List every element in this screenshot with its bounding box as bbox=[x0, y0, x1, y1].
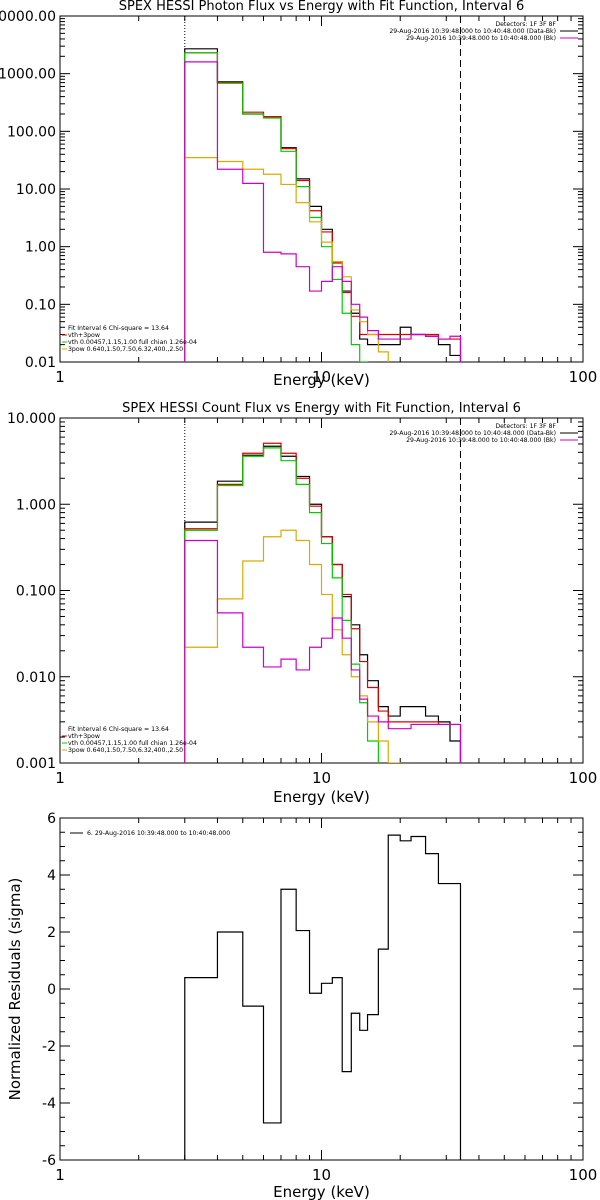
series-5-line bbox=[184, 61, 462, 362]
y-tick-label: 1000.00 bbox=[0, 67, 56, 83]
legend-bottom-left-entry: vth 0.00457,1.15,1.00 full chian 1.26e-0… bbox=[68, 740, 197, 747]
y-tick-label: 10000.00 bbox=[0, 9, 56, 25]
chart-panel-2: 1 10 100 0.001 0.010 0.100 1.000 10.000 SPEX HES… bbox=[7, 401, 598, 806]
y-tick-label: 4 bbox=[47, 868, 56, 884]
legend-bottom-left-entry: 3pow 0.640,1.50,7.50,6.32,400.,2.50 bbox=[68, 346, 183, 353]
series-3-line bbox=[184, 52, 369, 362]
y-tick-label: 100.00 bbox=[7, 124, 56, 140]
legend-bottom-left-entry: vth 0.00457,1.15,1.00 full chian 1.26e-0… bbox=[68, 339, 197, 346]
plot-frame bbox=[59, 15, 584, 363]
x-tick-label: 100 bbox=[569, 368, 598, 386]
legend-top-left-entry: 6. 29-Aug-2016 10:39:48.000 to 10:40:48.… bbox=[87, 830, 230, 837]
x-axis-label: Energy (keV) bbox=[273, 371, 370, 389]
y-tick-label: 10.000 bbox=[7, 411, 56, 427]
series-3-line bbox=[184, 447, 379, 763]
x-tick-label: 10 bbox=[312, 769, 331, 787]
y-tick-label: 0 bbox=[47, 982, 56, 998]
legend-top-right-entry: Detectors: 1F 3F 8F bbox=[495, 21, 556, 28]
x-tick-label: 10 bbox=[312, 368, 331, 386]
legend-bottom-left-entry: 3pow 0.640,1.50,7.50,6.32,400.,2.50 bbox=[68, 747, 183, 754]
legend-top-right-entry: Detectors: 1F 3F 8F bbox=[495, 423, 556, 430]
y-tick-label: 0.01 bbox=[25, 355, 56, 371]
y-tick-label: 6 bbox=[47, 811, 56, 827]
y-tick-label: 0.10 bbox=[25, 297, 56, 313]
series-2-line bbox=[184, 52, 462, 362]
series-2-line bbox=[184, 442, 462, 763]
chart-panel-1: 1 10 100 0.01 0.10 1.00 10.00 100.00 1000.00 1000… bbox=[0, 0, 598, 389]
y-tick-label: 0.010 bbox=[16, 670, 56, 686]
y-tick-label: 1.000 bbox=[16, 497, 56, 513]
legend-top-right-entry: 29-Aug-2016 10:39:48.000 to 10:40:48.000… bbox=[389, 430, 556, 437]
series-1-line bbox=[184, 445, 462, 763]
legend-bottom-left-entry: Fit Interval 6 Chi-square = 13.64 bbox=[68, 726, 169, 733]
y-tick-label: -6 bbox=[42, 1153, 56, 1169]
x-tick-label: 1 bbox=[55, 1166, 65, 1184]
x-tick-label: 100 bbox=[569, 769, 598, 787]
series-5-line bbox=[184, 539, 462, 763]
x-axis-label: Energy (keV) bbox=[273, 1183, 370, 1200]
y-tick-label: 10.00 bbox=[16, 182, 56, 198]
x-tick-label: 100 bbox=[569, 1166, 598, 1184]
y-tick-label: 1.00 bbox=[25, 240, 56, 256]
legend-bottom-left-entry: Fit Interval 6 Chi-square = 13.64 bbox=[68, 325, 169, 332]
y-axis-label: Normalized Residuals (sigma) bbox=[6, 878, 24, 1101]
y-tick-label: 0.100 bbox=[16, 584, 56, 600]
series-1-line bbox=[184, 834, 462, 1160]
chart-title: SPEX HESSI Photon Flux vs Energy with Fi… bbox=[119, 0, 525, 14]
x-tick-label: 10 bbox=[312, 1166, 331, 1184]
y-tick-label: 0.001 bbox=[16, 756, 56, 772]
legend-top-right-entry: 29-Aug-2016 10:39:48.000 to 10:40:48.000… bbox=[406, 35, 556, 42]
x-axis-label: Energy (keV) bbox=[273, 788, 370, 806]
chart-panel-3: 1 10 100 -6 -4 -2 0 2 4 6 Energy (keV) Normalized R… bbox=[6, 811, 597, 1200]
legend-top-right-entry: 29-Aug-2016 10:39:48.000 to 10:40:48.000… bbox=[389, 28, 556, 35]
legend-bottom-left-entry: vth+3pow bbox=[68, 733, 100, 740]
chart-title: SPEX HESSI Count Flux vs Energy with Fit… bbox=[122, 401, 521, 416]
y-tick-label: -2 bbox=[42, 1039, 56, 1055]
legend-top-right-entry: 29-Aug-2016 10:39:48.000 to 10:40:48.000… bbox=[406, 437, 556, 444]
x-tick-label: 1 bbox=[55, 769, 65, 787]
legend-bottom-left-entry: vth+3pow bbox=[68, 332, 100, 339]
y-tick-label: -4 bbox=[42, 1096, 56, 1112]
series-1-line bbox=[184, 48, 462, 362]
y-tick-label: 2 bbox=[47, 925, 56, 941]
x-tick-label: 1 bbox=[55, 368, 65, 386]
